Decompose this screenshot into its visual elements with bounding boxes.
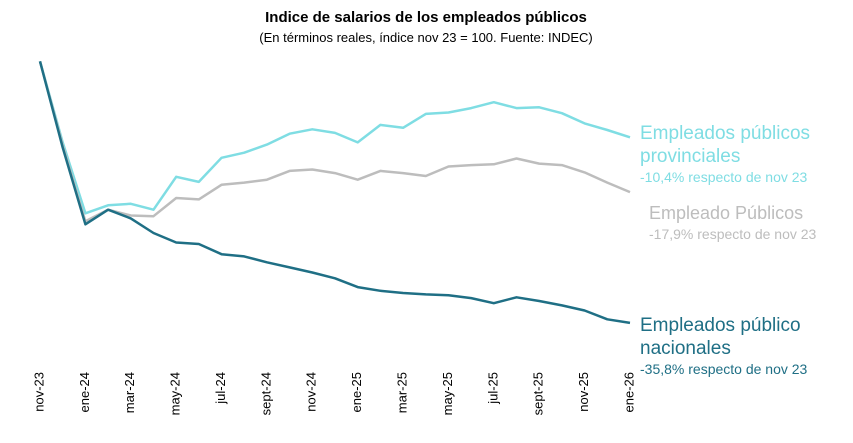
x-tick-label: nov-23 bbox=[31, 372, 46, 412]
x-tick-label: ene-24 bbox=[77, 372, 92, 412]
legend-entry: Empleados público nacionales bbox=[640, 315, 801, 359]
x-tick-label: ene-25 bbox=[349, 372, 364, 412]
series-label: Empleado Públicos -17,9% respecto de nov … bbox=[649, 202, 853, 243]
x-tick-label: nov-25 bbox=[576, 372, 591, 412]
x-tick-label: sept-25 bbox=[531, 372, 546, 415]
series-line bbox=[38, 60, 631, 325]
series-line bbox=[38, 60, 631, 215]
x-tick-label: jul-25 bbox=[485, 372, 500, 405]
x-tick-label: may-24 bbox=[168, 372, 183, 415]
series-note: -10,4% respecto de nov 23 bbox=[640, 169, 808, 185]
series-label: Empleados público nacionales -35,8% respe… bbox=[640, 314, 850, 378]
x-tick-label: jul-24 bbox=[213, 372, 228, 405]
x-tick-label: may-25 bbox=[440, 372, 455, 415]
x-tick-label: mar-25 bbox=[395, 372, 410, 413]
x-tick-label: nov-24 bbox=[304, 372, 319, 412]
series-line bbox=[38, 60, 631, 223]
x-tick-label: mar-24 bbox=[122, 372, 137, 413]
chart-subtitle: (En términos reales, índice nov 23 = 100… bbox=[259, 30, 592, 45]
x-tick-label: sept-24 bbox=[258, 372, 273, 415]
legend-entry: Empleado Públicos bbox=[649, 203, 804, 223]
series-label: Empleados públicos provinciales -10,4% re… bbox=[640, 122, 850, 186]
series-note: -17,9% respecto de nov 23 bbox=[649, 226, 817, 242]
series-note: -35,8% respecto de nov 23 bbox=[640, 361, 808, 377]
legend-entry: Empleados públicos provinciales bbox=[640, 123, 811, 167]
x-tick-label: ene-26 bbox=[621, 372, 636, 412]
chart-title: Indice de salarios de los empleados públ… bbox=[265, 9, 587, 26]
